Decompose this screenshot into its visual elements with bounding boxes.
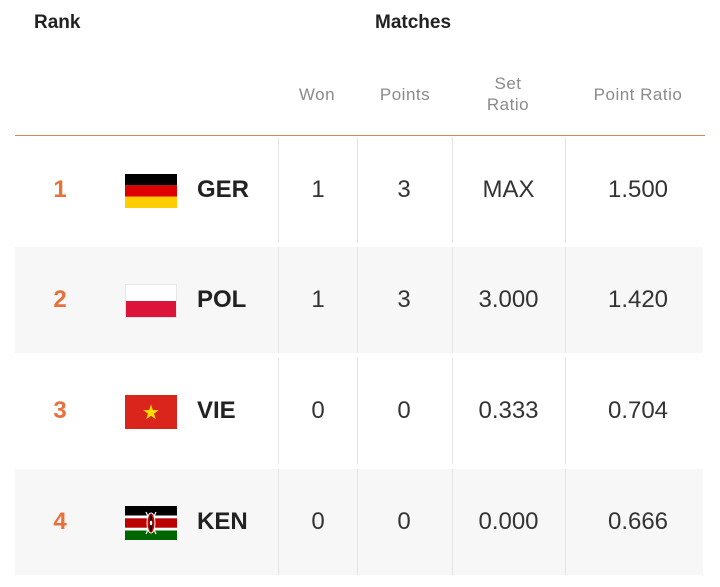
points-cell: 0: [397, 508, 411, 535]
column-divider: [278, 247, 279, 353]
point-ratio-cell: 1.500: [607, 176, 669, 203]
set-ratio-cell: 0.000: [478, 508, 539, 535]
won-column-header: Won: [298, 85, 336, 104]
set-ratio-header-line1: Set: [494, 74, 522, 93]
point-ratio-cell: 0.666: [607, 508, 669, 535]
column-divider: [565, 137, 566, 243]
column-divider: [452, 247, 453, 353]
table-row[interactable]: 1 GER 1 3 MAX 1.500: [15, 137, 703, 243]
point-ratio-cell: 0.704: [607, 397, 669, 424]
header-divider: [15, 135, 705, 136]
set-ratio-cell: 0.333: [478, 397, 539, 424]
set-ratio-cell: MAX: [482, 176, 535, 203]
set-ratio-cell: 3.000: [478, 286, 539, 313]
column-divider: [278, 137, 279, 243]
set-ratio-column-header: Set Ratio: [468, 73, 548, 115]
rank-header: Rank: [34, 12, 81, 33]
rank-cell: 1: [53, 176, 67, 203]
table-row[interactable]: 2 POL 1 3 3.000 1.420: [15, 247, 703, 353]
points-column-header: Points: [379, 85, 431, 104]
column-divider: [357, 137, 358, 243]
won-cell: 0: [311, 508, 325, 535]
column-divider: [565, 469, 566, 575]
team-code: VIE: [197, 397, 236, 424]
column-divider: [357, 247, 358, 353]
points-cell: 0: [397, 397, 411, 424]
column-divider: [452, 469, 453, 575]
matches-header: Matches: [375, 12, 452, 33]
won-cell: 1: [311, 176, 325, 203]
rank-cell: 2: [53, 286, 67, 313]
column-divider: [565, 358, 566, 464]
rank-cell: 4: [53, 508, 67, 535]
rank-cell: 3: [53, 397, 67, 424]
team-code: GER: [197, 176, 250, 203]
table-row[interactable]: 4 KEN 0 0 0.000 0.666: [15, 469, 703, 575]
points-cell: 3: [397, 176, 411, 203]
point-ratio-column-header: Point Ratio: [593, 85, 683, 104]
column-divider: [278, 358, 279, 464]
germany-flag-icon: [125, 174, 177, 208]
points-cell: 3: [397, 286, 411, 313]
poland-flag-icon: [125, 284, 177, 318]
team-code: KEN: [197, 508, 248, 535]
set-ratio-header-line2: Ratio: [486, 95, 530, 114]
column-divider: [565, 247, 566, 353]
table-row[interactable]: 3 VIE 0 0 0.333 0.704: [15, 358, 703, 464]
won-cell: 0: [311, 397, 325, 424]
vietnam-flag-icon: [125, 395, 177, 429]
kenya-flag-icon: [125, 506, 177, 540]
column-divider: [357, 469, 358, 575]
team-code: POL: [197, 286, 247, 313]
column-divider: [452, 137, 453, 243]
point-ratio-cell: 1.420: [607, 286, 669, 313]
column-divider: [452, 358, 453, 464]
column-divider: [357, 358, 358, 464]
column-divider: [278, 469, 279, 575]
won-cell: 1: [311, 286, 325, 313]
